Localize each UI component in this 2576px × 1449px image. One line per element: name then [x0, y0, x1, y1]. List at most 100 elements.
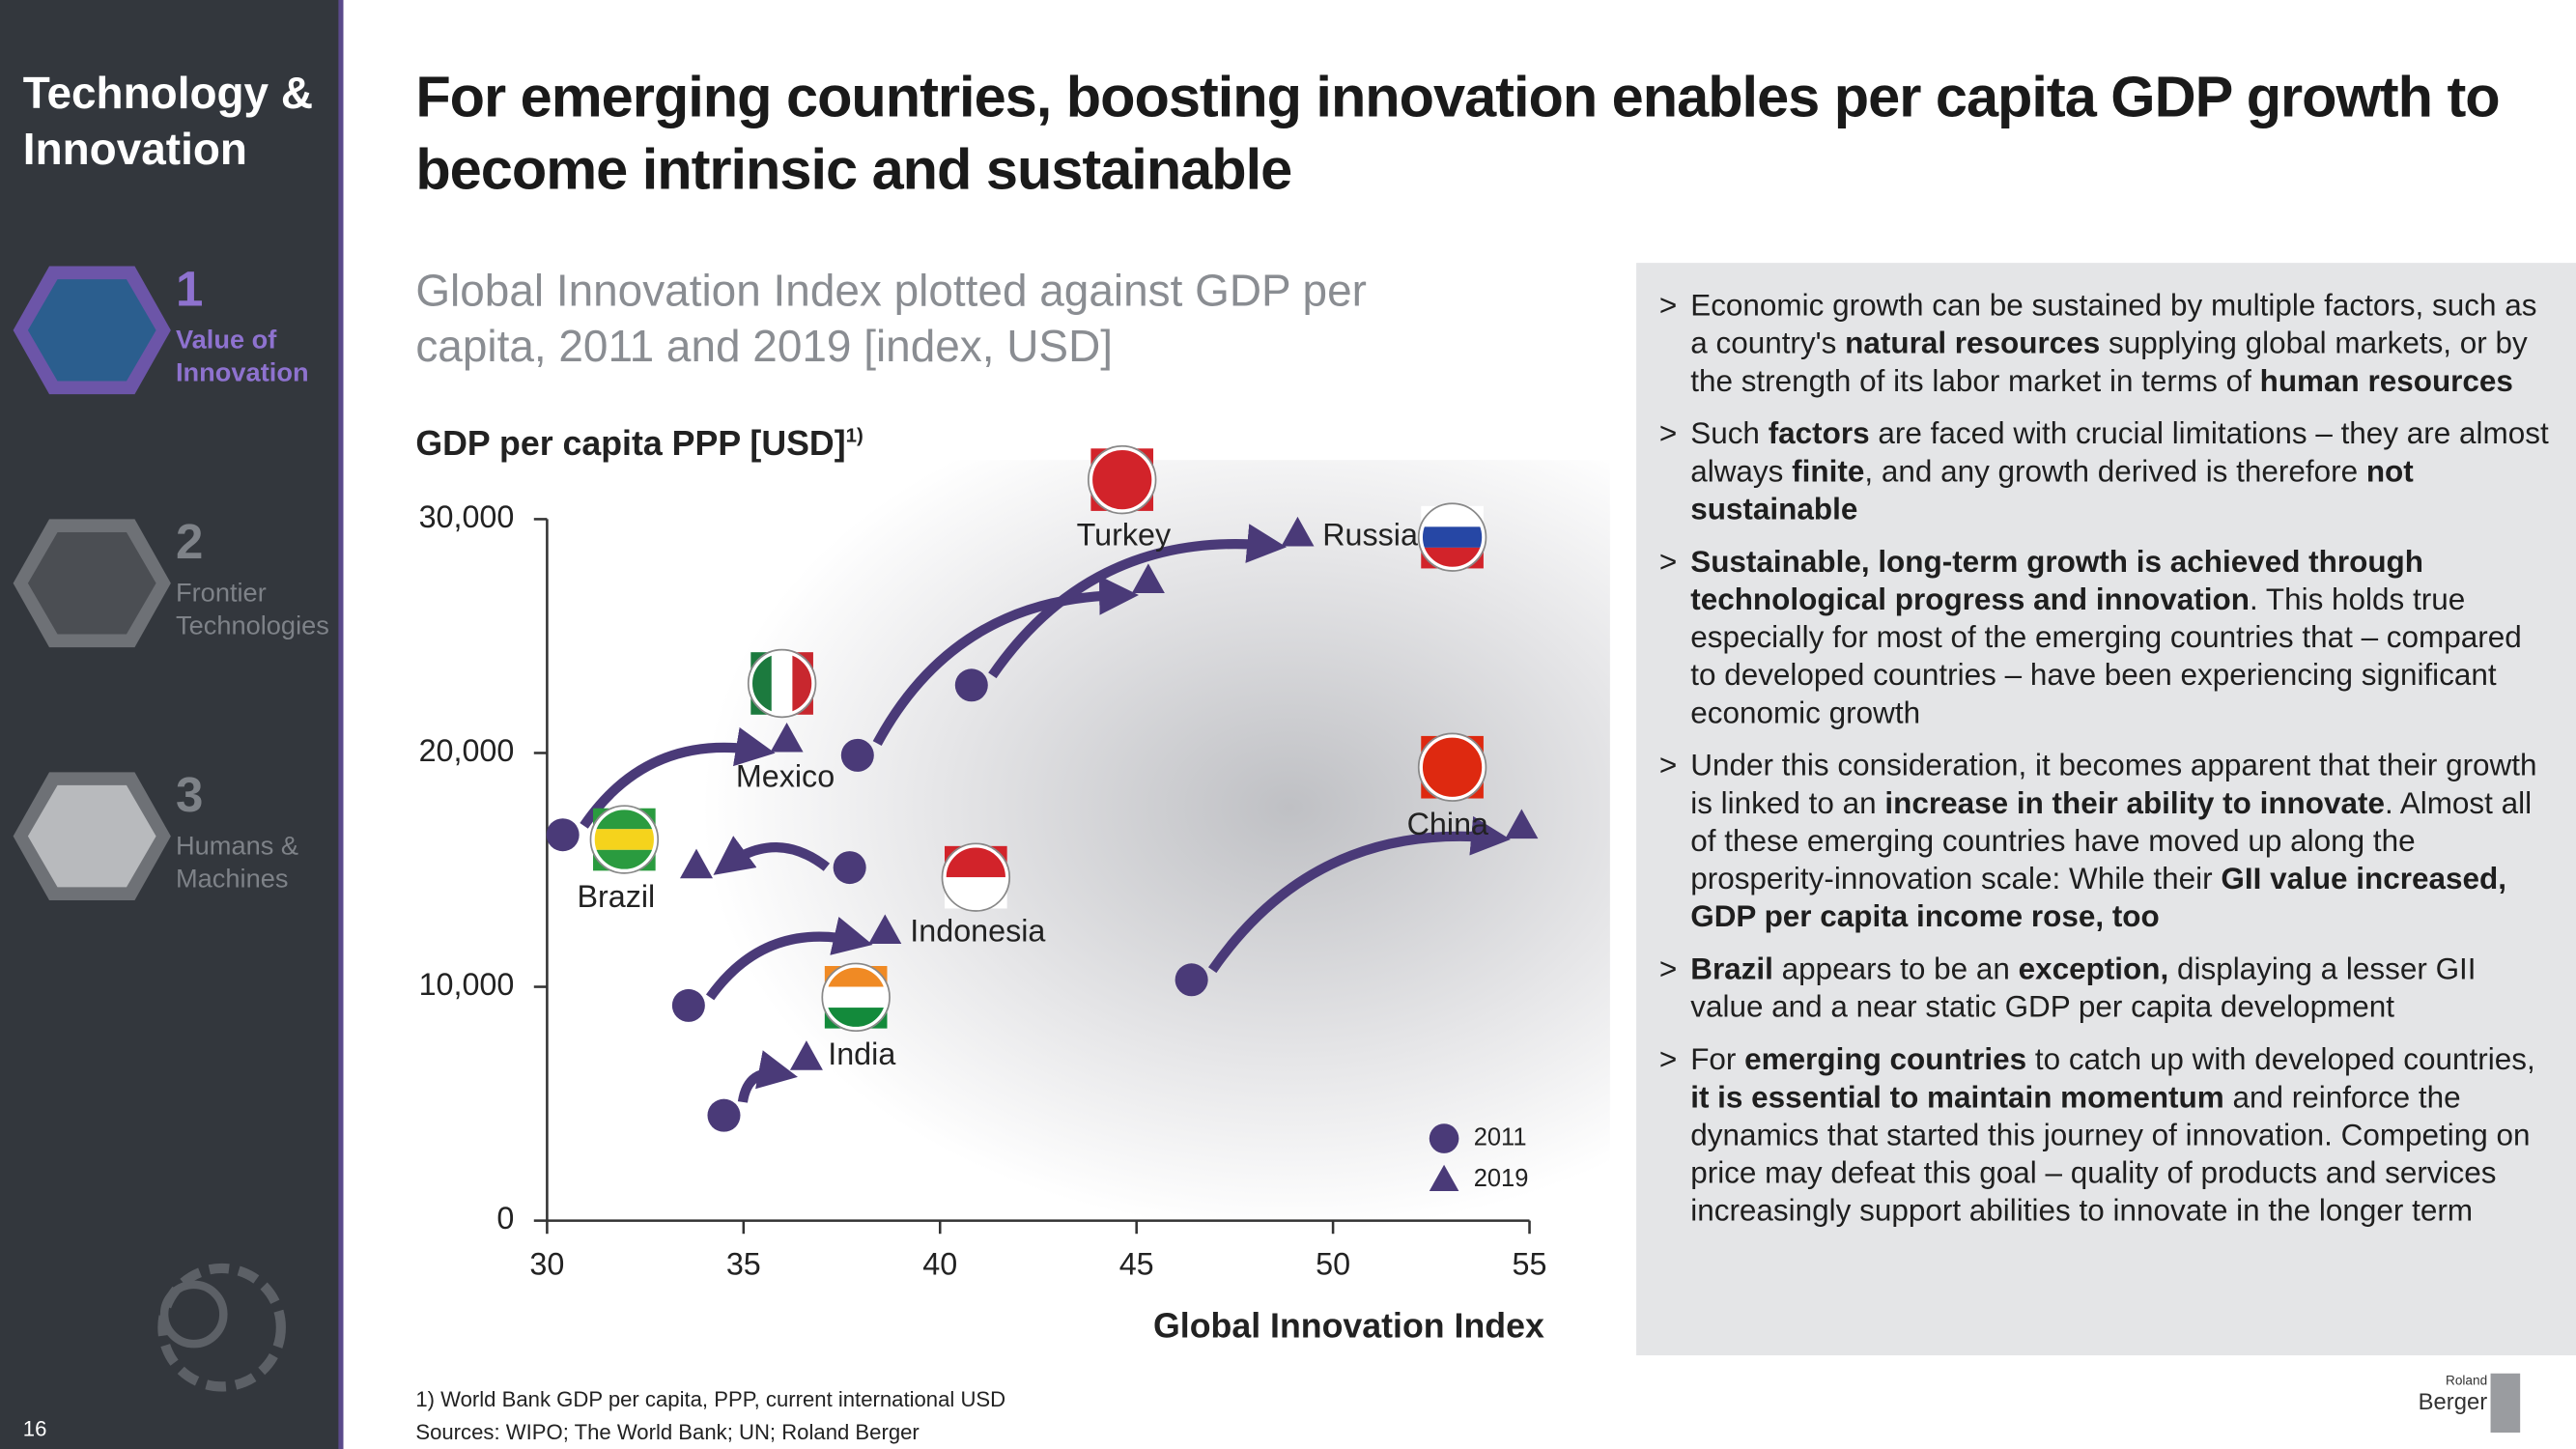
flag-border	[1087, 444, 1157, 515]
y-tick-label: 0	[496, 1201, 514, 1236]
sidebar-number: 3	[175, 768, 204, 824]
point-label: Indonesia	[910, 914, 1045, 949]
logo-small: Roland	[2446, 1373, 2488, 1389]
y-tick-label: 20,000	[419, 733, 515, 768]
bullet: Under this consideration, it becomes app…	[1659, 746, 2555, 935]
chart-title: Global Innovation Index plotted against …	[415, 266, 1367, 372]
point-label: China	[1407, 807, 1488, 841]
flag-band	[1090, 448, 1154, 511]
triangle-point	[868, 914, 902, 945]
flag-border	[589, 805, 660, 874]
bullet-list: Economic growth can be sustained by mult…	[1659, 286, 2555, 1243]
flag-border	[821, 962, 891, 1033]
bold-text: not sustainable	[1690, 453, 2414, 526]
triangle-point	[1131, 563, 1165, 593]
flag-border	[941, 842, 1011, 912]
text: are faced with crucial limitations – the…	[1690, 415, 2549, 489]
footnote: 1) World Bank GDP per capita, PPP, curre…	[415, 1386, 1006, 1411]
flag-band	[824, 986, 888, 1009]
bold-text: finite	[1792, 453, 1865, 489]
flag-rim	[749, 650, 815, 717]
sidebar-number: 2	[175, 516, 204, 571]
sidebar-label: Frontier Technologies	[175, 580, 329, 641]
bullet: For emerging countries to catch up with …	[1659, 1040, 2555, 1230]
arrow	[988, 524, 1287, 679]
arrow	[705, 917, 873, 1001]
x-tick-label: 35	[726, 1247, 761, 1282]
circle-point	[833, 851, 866, 885]
flag-border	[1417, 502, 1487, 572]
flag-band	[771, 652, 793, 715]
flag-rim	[591, 807, 658, 873]
hex-icon-inner	[27, 532, 156, 635]
text: For	[1690, 1041, 1745, 1076]
flag-band	[593, 829, 656, 850]
bullet: Economic growth can be sustained by mult…	[1659, 286, 2555, 399]
headline: For emerging countries, boosting innovat…	[415, 66, 2500, 203]
arrow	[580, 726, 776, 829]
logo-large: Berger	[2418, 1388, 2488, 1415]
x-tick-label: 40	[922, 1247, 957, 1282]
sources: Sources: WIPO; The World Bank; UN; Rolan…	[415, 1419, 920, 1444]
bold-text: natural resources	[1845, 325, 2101, 360]
hex-icon-inner	[27, 784, 156, 888]
legend-triangle	[1429, 1164, 1459, 1191]
x-tick-label: 30	[529, 1247, 564, 1282]
flag-border	[1417, 732, 1487, 802]
arrow	[1208, 815, 1511, 974]
text: . Almost all of these emerging countries…	[1690, 784, 2533, 895]
legend-label: 2011	[1474, 1123, 1527, 1151]
triangle-point	[1281, 516, 1315, 547]
text: Under this consideration, it becomes app…	[1690, 747, 2537, 820]
bold-text: factors	[1768, 415, 1870, 450]
circle-point	[1175, 963, 1208, 997]
triangle-point	[1505, 809, 1539, 839]
text: displaying a lesser GII value and a near…	[1690, 951, 2477, 1024]
sidebar-label: Value of Innovation	[175, 327, 309, 388]
text: Economic growth can be sustained by mult…	[1690, 287, 2537, 360]
background-image	[542, 460, 1610, 1233]
bold-text: emerging countries	[1744, 1041, 2027, 1076]
gear-icon	[157, 1263, 286, 1392]
flag-rim	[1419, 734, 1486, 801]
arrow	[737, 1050, 798, 1103]
y-tick-label: 30,000	[419, 499, 515, 534]
circle-point	[671, 988, 705, 1022]
bullet: Sustainable, long-term growth is achieve…	[1659, 542, 2555, 731]
circle-point	[954, 668, 988, 702]
text: . This holds true especially for most of…	[1690, 582, 2522, 730]
bold-text: Brazil	[1690, 951, 1773, 986]
bullet: Such factors are faced with crucial limi…	[1659, 414, 2555, 527]
logo: Roland Berger	[2409, 1373, 2488, 1415]
hex-icon-inner	[27, 279, 156, 382]
arrow	[872, 575, 1139, 747]
legend-circle	[1429, 1123, 1459, 1153]
circle-point	[707, 1098, 741, 1132]
sidebar: Technology & Innovation 1 Value of Innova…	[0, 0, 344, 1449]
page-number: 16	[22, 1415, 47, 1441]
flag-band	[1421, 526, 1484, 548]
sidebar-icons	[13, 266, 286, 1392]
x-tick-label: 45	[1119, 1247, 1154, 1282]
x-tick-label: 55	[1513, 1247, 1547, 1282]
text: appears to be an	[1772, 951, 2019, 986]
x-axis-title: Global Innovation Index	[1152, 1307, 1544, 1346]
circle-point	[546, 818, 580, 852]
text: supplying global markets, or by the stre…	[1690, 325, 2528, 398]
arrow	[713, 836, 831, 875]
y-tick-label: 10,000	[419, 967, 515, 1002]
y-axis-title-note: 1)	[845, 423, 863, 447]
bold-text: it is essential to maintain momentum	[1690, 1079, 2224, 1115]
bold-text: GII value increased, GDP per capita inco…	[1690, 861, 2506, 933]
triangle-point	[679, 848, 714, 879]
sidebar-number: 1	[175, 263, 204, 318]
y-axis-title: GDP per capita PPP [USD]1)	[415, 424, 863, 466]
bold-text: Sustainable, long-term growth is achieve…	[1690, 543, 2423, 616]
flag-rim	[823, 964, 890, 1031]
triangle-point	[789, 1040, 823, 1070]
text: Such	[1690, 415, 1769, 450]
point-label: Brazil	[577, 879, 655, 914]
bold-text: exception,	[2018, 951, 2169, 986]
text: and reinforce the dynamics that started …	[1690, 1079, 2531, 1228]
bold-text: increase in their ability to innovate	[1884, 784, 2385, 820]
